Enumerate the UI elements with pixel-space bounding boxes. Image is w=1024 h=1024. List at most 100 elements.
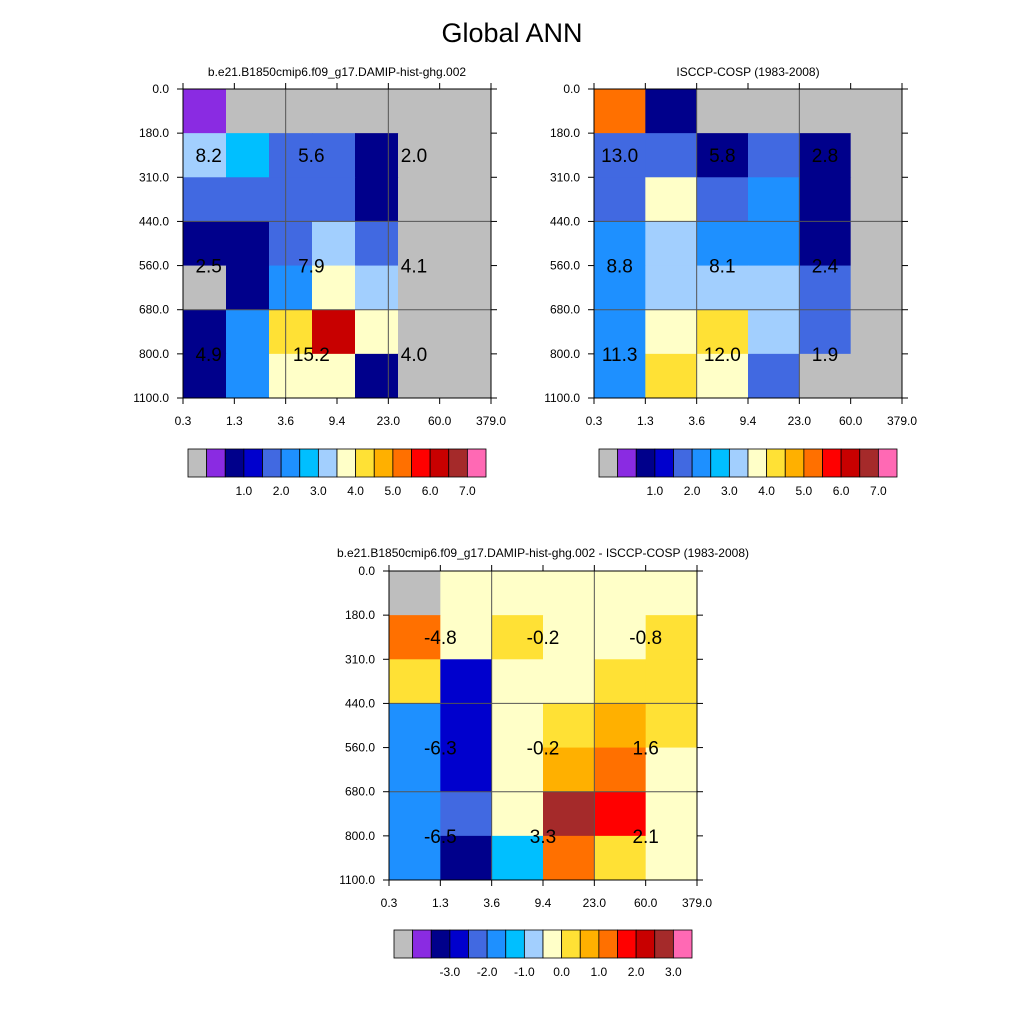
colorbar-box — [187, 448, 208, 478]
heatmap-cell — [398, 353, 442, 399]
heatmap-cell — [645, 221, 698, 267]
cell-annotation: 15.2 — [293, 345, 330, 366]
colorbar-label: 5.0 — [385, 484, 402, 498]
heatmap-cell — [269, 221, 313, 267]
heatmap-cell — [312, 353, 356, 399]
heatmap-cell — [645, 177, 698, 222]
colorbar-label: -2.0 — [477, 965, 498, 979]
colorbar-box — [468, 929, 488, 959]
heatmap-cell — [748, 89, 800, 134]
cell-annotation: 11.3 — [602, 345, 638, 366]
colorbar-box — [877, 448, 898, 478]
colorbar-box — [505, 929, 525, 959]
colorbar-box — [393, 929, 414, 959]
heatmap-cell — [594, 353, 646, 399]
heatmap-cell — [183, 177, 227, 222]
colorbar-box — [673, 448, 693, 478]
x-tick-label: 379.0 — [682, 896, 712, 910]
cell-annotation: 2.8 — [812, 146, 838, 167]
colorbar: 1.0 2.0 3.0 4.0 5.0 6.0 7.0 — [598, 448, 898, 498]
colorbar-label: 3.0 — [310, 484, 327, 498]
colorbar-box — [654, 448, 674, 478]
colorbar-box — [523, 929, 544, 959]
y-tick-label: 180.0 — [139, 126, 169, 140]
colorbar-box — [635, 448, 656, 478]
y-tick-label: 560.0 — [550, 259, 580, 273]
y-tick-label: 1100.0 — [544, 391, 580, 405]
x-tick-label: 1.3 — [637, 414, 654, 428]
colorbar-label: 1.0 — [236, 484, 253, 498]
heatmap-cell — [226, 221, 270, 267]
cell-annotation: -0.2 — [527, 628, 560, 649]
y-tick-label: 0.0 — [563, 82, 580, 96]
heatmap-cell — [645, 791, 698, 837]
heatmap-panel-1: b.e21.B1850cmip6.f09_g17.DAMIP-hist-ghg.… — [133, 65, 506, 498]
heatmap-cell — [226, 265, 270, 311]
heatmap-cell — [850, 353, 903, 399]
heatmap-cell — [594, 835, 647, 881]
colorbar-label: 4.0 — [347, 484, 364, 498]
heatmap-cell — [226, 89, 270, 134]
x-tick-label: 3.6 — [688, 414, 705, 428]
y-tick-label: 680.0 — [345, 785, 375, 799]
colorbar-box — [448, 448, 468, 478]
heatmap-cell — [850, 133, 903, 178]
colorbar-box — [206, 448, 226, 478]
y-tick-label: 180.0 — [345, 608, 375, 622]
heatmap-cell — [543, 659, 595, 704]
panel-title: b.e21.B1850cmip6.f09_g17.DAMIP-hist-ghg.… — [208, 65, 466, 79]
x-tick-label: 379.0 — [887, 414, 917, 428]
y-tick-label: 800.0 — [550, 347, 580, 361]
colorbar-label: 5.0 — [796, 484, 813, 498]
colorbar-box — [262, 448, 282, 478]
heatmap-cell — [183, 89, 227, 134]
heatmap-cell — [645, 659, 698, 704]
heatmap-cell — [440, 571, 493, 616]
heatmap-cell — [645, 703, 698, 749]
colorbar-box — [822, 448, 842, 478]
colorbar-box — [840, 448, 861, 478]
x-tick-label: 23.0 — [377, 414, 401, 428]
colorbar-box — [766, 448, 786, 478]
heatmap-cell — [269, 309, 313, 355]
cell-annotation: 8.8 — [606, 257, 632, 278]
heatmap-cell — [594, 747, 647, 793]
y-tick-label: 560.0 — [345, 741, 375, 755]
heatmap-cell — [799, 353, 852, 399]
heatmap-cell — [312, 177, 356, 222]
cell-annotation: 8.1 — [709, 257, 735, 278]
heatmap-cell — [645, 265, 698, 311]
heatmap-cell — [226, 177, 270, 222]
heatmap-cell — [645, 133, 698, 178]
heatmap-cell — [389, 571, 441, 616]
x-tick-label: 60.0 — [634, 896, 658, 910]
colorbar-box — [280, 448, 301, 478]
heatmap-cell — [645, 615, 698, 660]
x-tick-label: 9.4 — [535, 896, 552, 910]
y-tick-label: 1100.0 — [339, 873, 375, 887]
heatmap-cell — [491, 571, 544, 616]
colorbar-box — [449, 929, 469, 959]
heatmap-cell — [696, 353, 749, 399]
heatmap-cell — [594, 309, 646, 355]
y-tick-label: 310.0 — [550, 170, 580, 184]
y-tick-label: 440.0 — [345, 696, 375, 710]
colorbar-box — [430, 929, 451, 959]
colorbar-box — [635, 929, 656, 959]
y-tick-label: 310.0 — [345, 652, 375, 666]
heatmap-cell — [696, 265, 749, 311]
heatmap-panel-3: b.e21.B1850cmip6.f09_g17.DAMIP-hist-ghg.… — [337, 546, 749, 979]
colorbar-label: 7.0 — [870, 484, 887, 498]
x-tick-label: 1.3 — [226, 414, 243, 428]
heatmap-cell — [799, 221, 852, 267]
x-tick-label: 23.0 — [788, 414, 812, 428]
heatmap-cell — [389, 615, 441, 660]
heatmap-cell — [389, 703, 441, 749]
heatmap-cell — [269, 265, 313, 311]
heatmap-cell — [491, 659, 544, 704]
colorbar: -3.0 -2.0 -1.0 0.0 1.0 2.0 3.0 — [393, 929, 693, 979]
colorbar-box — [355, 448, 375, 478]
heatmap-cell — [594, 177, 646, 222]
cell-annotation: 2.0 — [401, 146, 427, 167]
